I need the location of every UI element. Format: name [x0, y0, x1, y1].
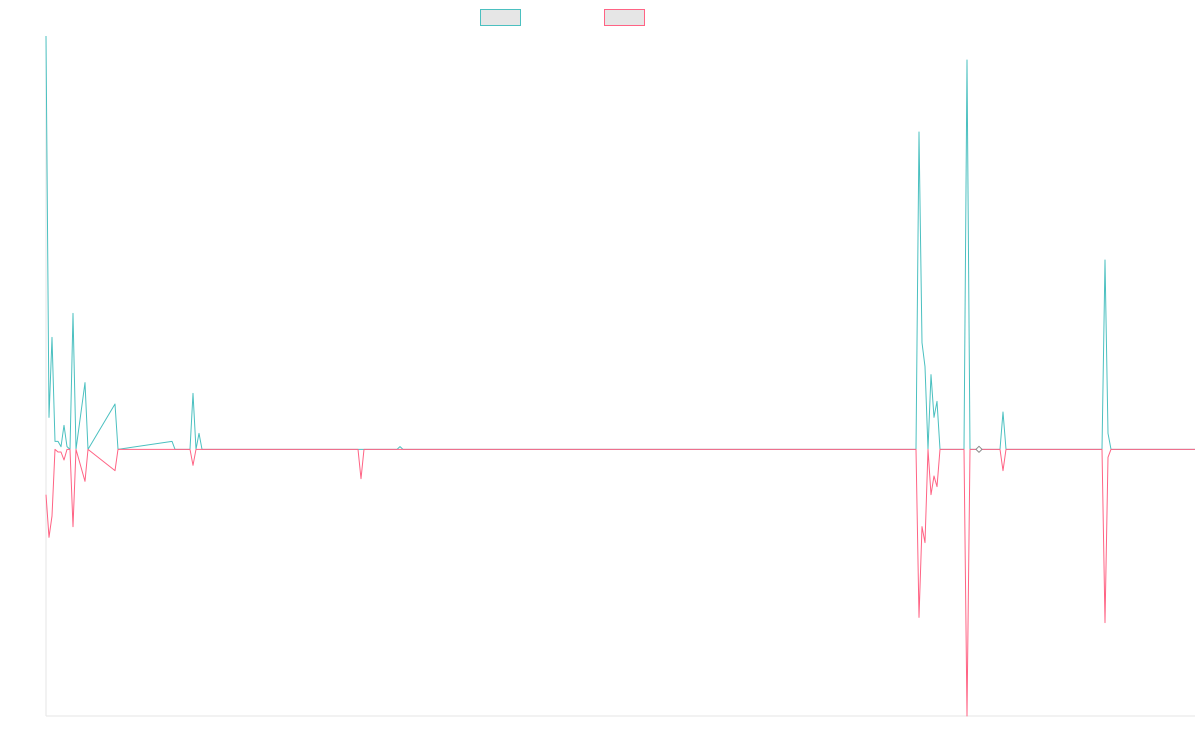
marker-layer [975, 445, 983, 454]
legend-swatch-2[interactable] [604, 9, 645, 26]
series-line-1 [45, 35, 1195, 450]
series-layer [45, 35, 1195, 717]
legend [480, 9, 645, 26]
data-point-marker[interactable] [975, 445, 983, 454]
legend-swatch-1[interactable] [480, 9, 521, 26]
series-line-2 [45, 448, 1195, 717]
